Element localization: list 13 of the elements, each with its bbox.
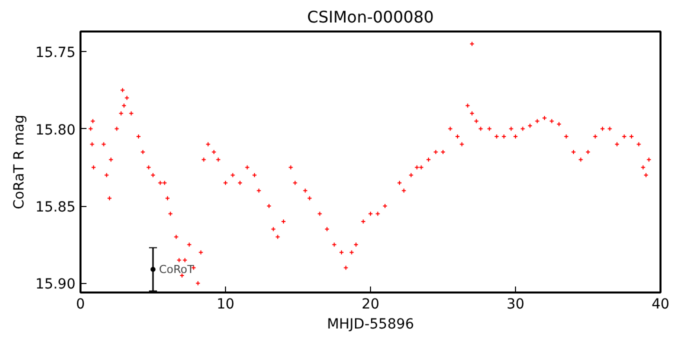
y-tick-label: 15.80 <box>35 122 76 138</box>
annotation: CoRoT <box>159 262 194 276</box>
y-tick-label: 15.85 <box>35 200 76 216</box>
x-tick-label: 40 <box>652 296 670 312</box>
x-axis-title: MHJD-55896 <box>326 316 414 332</box>
x-tick-label: 20 <box>362 296 380 312</box>
x-tick-label: 10 <box>216 296 234 312</box>
x-tick-label: 0 <box>76 296 85 312</box>
y-axis-title: CoRaT R mag <box>11 114 28 210</box>
y-tick-label: 15.90 <box>35 276 76 293</box>
y-tick-label: 15.75 <box>35 45 76 62</box>
x-tick-label: 30 <box>506 296 524 312</box>
chart-title: CSIMon-000080 <box>307 8 434 26</box>
